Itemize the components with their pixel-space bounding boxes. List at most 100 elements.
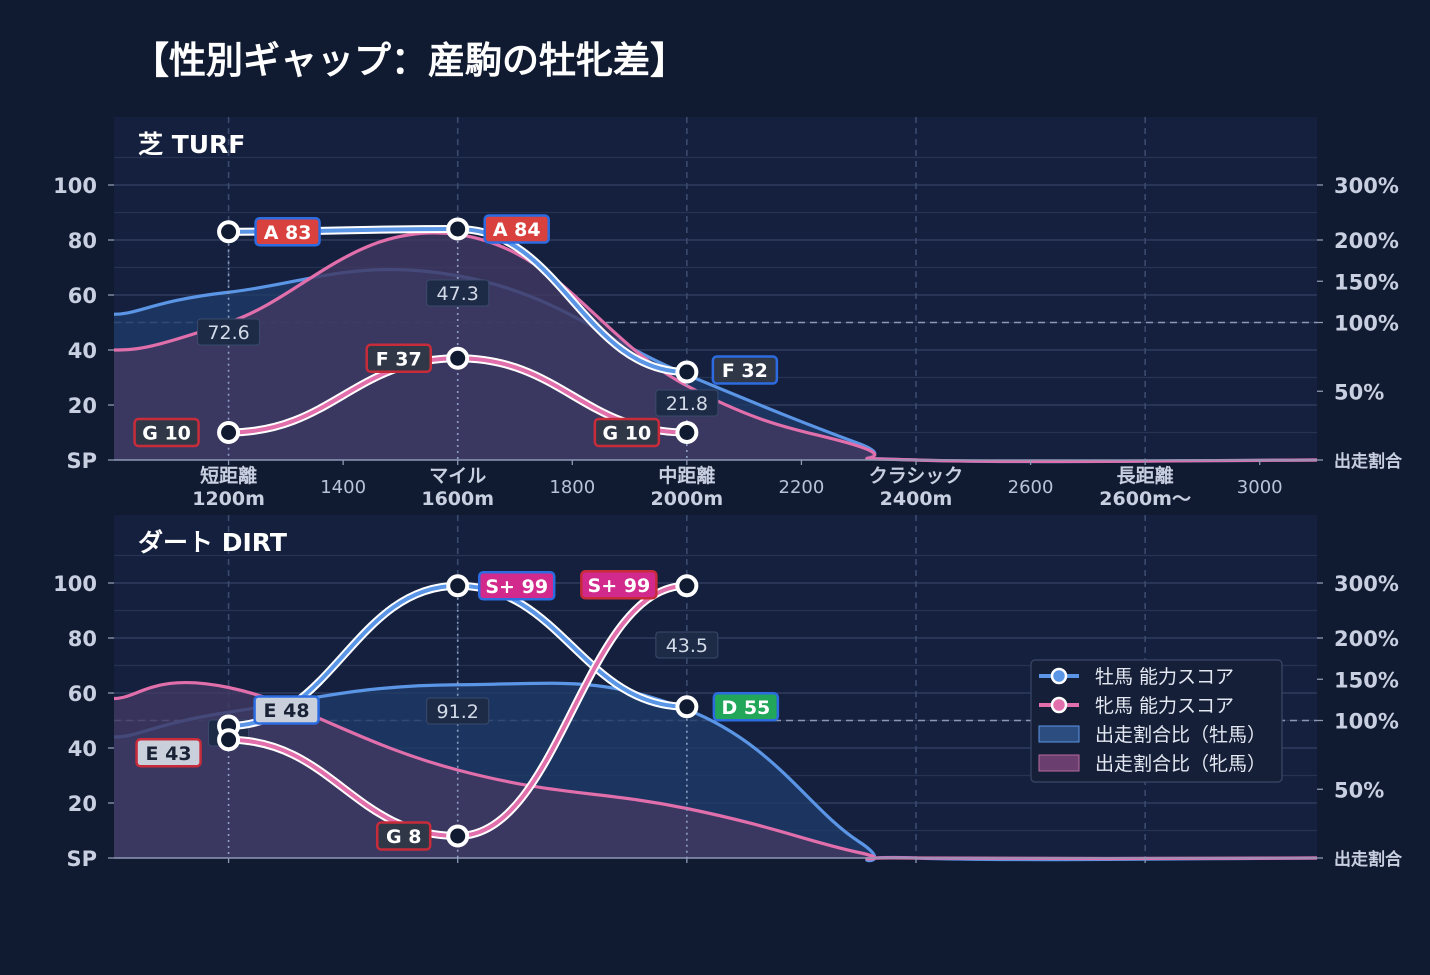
female-score-line xyxy=(226,583,689,839)
male-grade-badge-text: A 83 xyxy=(264,222,312,244)
male-grade-badge: D 55 xyxy=(712,692,780,722)
female-score-point xyxy=(675,421,699,444)
x-tick-label: 3000 xyxy=(1237,477,1283,498)
y2-tick-label: 150% xyxy=(1334,668,1399,692)
male-grade-badge: A 83 xyxy=(254,217,321,247)
legend-label: 出走割合比（牡馬） xyxy=(1095,724,1266,746)
male-grade-badge: A 84 xyxy=(483,214,550,244)
female-score-point xyxy=(217,421,241,444)
male-grade-badge-text: E 48 xyxy=(264,700,310,722)
legend-area-swatch xyxy=(1038,725,1080,743)
female-grade-badge-text: G 10 xyxy=(603,423,652,445)
legend-box xyxy=(1030,659,1283,783)
male-grade-badge-bg xyxy=(254,217,321,247)
y-tick-label: 80 xyxy=(68,627,97,651)
female-grade-badge-bg xyxy=(375,821,432,851)
y2-tick-label: 50% xyxy=(1334,778,1384,802)
y2-tick-label: 100% xyxy=(1334,312,1399,336)
y-tick-label: 20 xyxy=(68,394,97,418)
legend-area-swatch xyxy=(1038,754,1080,772)
female-grade-badge-bg xyxy=(135,738,202,768)
female-grade-badge-text: S+ 99 xyxy=(588,575,651,597)
ratio-label: 72.6 xyxy=(207,322,249,344)
y-tick-label: 40 xyxy=(68,339,97,363)
male-grade-badge-text: A 84 xyxy=(493,219,541,241)
x-tick-distance: 2000m xyxy=(651,488,724,510)
x-tick-category: 長距離 xyxy=(1117,464,1174,487)
male-grade-badge-bg xyxy=(477,571,556,601)
x-tick-category: 中距離 xyxy=(658,464,715,487)
male-score-point xyxy=(446,217,470,241)
female-score-point xyxy=(675,574,699,598)
male-grade-badge: F 32 xyxy=(711,355,779,385)
x-tick-category: マイル xyxy=(429,465,486,487)
x-tick-distance: 1200m xyxy=(192,488,265,510)
female-grade-badge: S+ 99 xyxy=(580,570,658,600)
ratio-label-bg xyxy=(655,389,719,417)
panel-title: ダート DIRT xyxy=(138,528,287,557)
ratio-label: 91.2 xyxy=(437,701,479,723)
female-grade-badge: G 8 xyxy=(375,821,432,851)
x-tick-label: 2200 xyxy=(779,477,825,498)
male-grade-badge-bg xyxy=(253,695,320,725)
female-score-point xyxy=(217,728,241,752)
male-grade-badge-text: S+ 99 xyxy=(485,576,548,598)
female-grade-badge-text: G 10 xyxy=(142,423,191,445)
x-tick-label: 2600 xyxy=(1008,477,1054,498)
female-grade-badge-text: G 8 xyxy=(386,826,421,848)
female-grade-badge: F 37 xyxy=(365,343,432,373)
female-score-point xyxy=(446,824,470,848)
x-tick-label: 1400 xyxy=(320,477,366,498)
y2-tick-label: 300% xyxy=(1334,572,1399,596)
male-score-point xyxy=(675,360,699,384)
y2-tick-label: 50% xyxy=(1334,380,1384,404)
legend-label: 牝馬 能力スコア xyxy=(1095,695,1234,717)
female-grade-badge-bg xyxy=(133,417,200,448)
female-grade-badge: E 43 xyxy=(135,738,202,768)
x-tick-distance: 1600m xyxy=(421,488,494,510)
legend-label: 牡馬 能力スコア xyxy=(1095,666,1234,688)
y-tick-label: 100 xyxy=(53,174,97,198)
male-grade-badge: E 48 xyxy=(253,695,320,725)
legend-marker-swatch xyxy=(1050,667,1068,685)
male-score-point xyxy=(217,220,241,244)
male-score-point xyxy=(446,574,470,598)
x-tick-distance: 2600m〜 xyxy=(1099,488,1191,510)
female-grade-badge-text: E 43 xyxy=(146,743,192,765)
ratio-label-bg xyxy=(197,318,261,346)
x-tick-category: クラシック xyxy=(869,465,964,487)
y-tick-label: 80 xyxy=(68,229,97,253)
male-grade-badge-text: D 55 xyxy=(721,697,770,719)
legend-label: 出走割合比（牝馬） xyxy=(1095,753,1266,775)
female-score-point xyxy=(446,346,470,370)
legend-marker-swatch xyxy=(1050,696,1068,714)
male-score-point xyxy=(675,695,699,719)
page-title: 【性別ギャップ：産駒の牡牝差】 xyxy=(132,39,687,82)
male-grade-badge-bg xyxy=(712,692,780,722)
y2-tick-label: 出走割合 xyxy=(1334,451,1403,472)
y-tick-label: 60 xyxy=(68,284,97,308)
area-female-ratio xyxy=(114,682,1317,859)
y2-tick-label: 200% xyxy=(1334,229,1399,253)
ratio-label: 43.5 xyxy=(666,635,708,657)
y-tick-label: SP xyxy=(66,847,97,871)
female-grade-badge: G 10 xyxy=(133,417,200,448)
y2-tick-label: 150% xyxy=(1334,270,1399,294)
y-tick-label: 40 xyxy=(68,737,97,761)
y-tick-label: 20 xyxy=(68,792,97,816)
female-grade-badge-text: F 37 xyxy=(376,348,422,370)
x-tick-label: 1800 xyxy=(549,477,595,498)
y-tick-label: 100 xyxy=(53,572,97,596)
y-tick-label: SP xyxy=(66,449,97,473)
y2-tick-label: 100% xyxy=(1334,710,1399,734)
ratio-label-bg xyxy=(426,697,490,725)
panel-turf: 芝 TURF 72.6 47.3 21.8 SP 20 40 60 80 100 出走割合 50% 10… xyxy=(53,117,1403,510)
x-tick-distance: 2400m xyxy=(880,488,953,510)
y2-tick-label: 200% xyxy=(1334,627,1399,651)
ratio-label: 21.8 xyxy=(666,393,708,415)
area-female-ratio xyxy=(114,232,1317,462)
female-grade-badge-bg xyxy=(580,570,658,600)
female-grade-badge-bg xyxy=(593,417,661,448)
panel-title: 芝 TURF xyxy=(138,130,245,159)
